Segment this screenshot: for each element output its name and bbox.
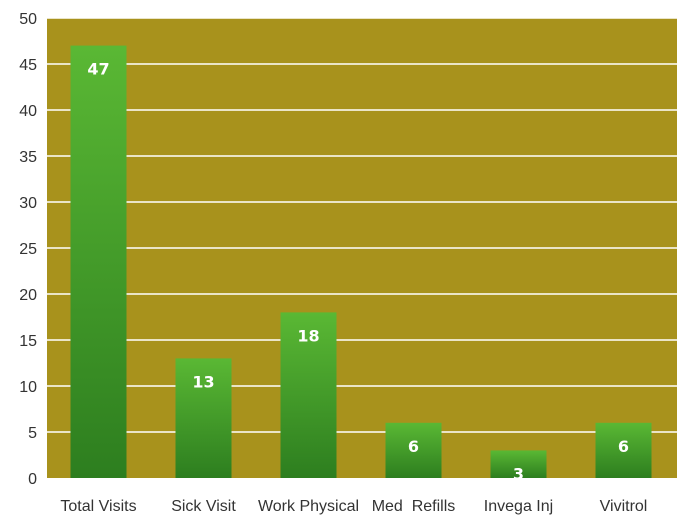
data-label: 47 xyxy=(87,60,109,79)
x-category-label: Vivitrol xyxy=(600,498,648,515)
y-tick-label: 25 xyxy=(19,241,37,258)
bars: 47 13 18 6 3 6 xyxy=(70,45,652,483)
y-tick-label: 5 xyxy=(28,425,37,442)
data-label: 3 xyxy=(513,464,524,483)
y-tick-label: 40 xyxy=(19,103,37,120)
x-category-label: Invega Inj xyxy=(484,498,553,515)
data-label: 6 xyxy=(408,437,419,456)
y-tick-label: 35 xyxy=(19,149,37,166)
x-category-label: Sick Visit xyxy=(171,498,236,515)
x-axis-category-labels: Total Visits Sick Visit Work Physical Med R… xyxy=(60,498,647,515)
gridlines xyxy=(47,17,677,433)
x-category-label: Med Refills xyxy=(372,498,456,515)
y-tick-label: 30 xyxy=(19,195,37,212)
bar xyxy=(175,358,232,478)
data-label: 13 xyxy=(192,372,214,391)
y-tick-label: 45 xyxy=(19,57,37,74)
y-tick-label: 15 xyxy=(19,333,37,350)
data-label: 18 xyxy=(297,326,319,345)
bar xyxy=(280,312,337,478)
y-tick-label: 20 xyxy=(19,287,37,304)
bar xyxy=(490,450,547,478)
y-tick-label: 50 xyxy=(19,11,37,28)
x-category-label: Work Physical xyxy=(258,498,359,515)
bar xyxy=(385,422,442,478)
data-label: 6 xyxy=(618,437,629,456)
bar xyxy=(595,422,652,478)
x-category-label: Total Visits xyxy=(60,498,136,515)
bar xyxy=(70,45,127,478)
y-tick-label: 10 xyxy=(19,379,37,396)
y-axis-tick-labels: 0 5 10 15 20 25 30 35 40 45 50 xyxy=(19,11,37,488)
y-tick-label: 0 xyxy=(28,471,37,488)
